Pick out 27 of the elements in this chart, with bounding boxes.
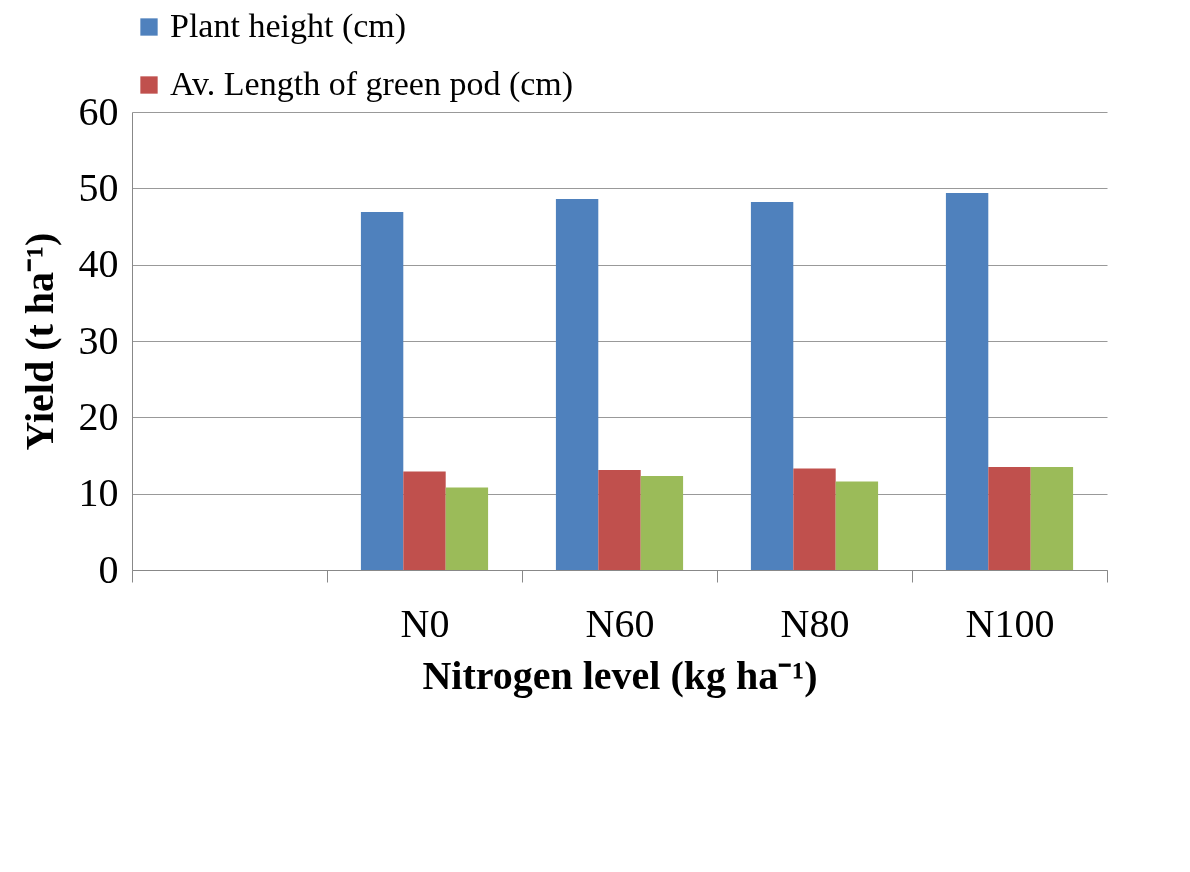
y-tick-label: 0 [98,546,119,592]
bar [403,471,446,570]
bar [598,470,641,570]
x-tick-label: N0 [400,600,450,646]
legend-label: Av. Length of green pod (cm) [170,65,574,103]
legend-label: Plant height (cm) [170,7,407,45]
x-axis-title: Nitrogen level (kg ha⁻¹) [422,652,818,698]
bar [835,481,879,570]
x-tick-label: N100 [965,600,1055,646]
bar [555,199,599,570]
y-tick-label: 20 [78,393,119,439]
bar [360,212,404,570]
y-tick-label: 10 [78,470,119,516]
bar [793,468,836,570]
bar [988,466,1031,570]
y-tick-label: 30 [78,317,119,363]
bar [750,202,794,570]
x-tick-label: N80 [780,600,850,646]
y-tick-label: 40 [78,241,119,287]
bar [445,487,489,570]
y-tick-label: 50 [78,164,119,210]
y-tick-label: 60 [78,88,119,134]
y-axis-title: Yield (t ha⁻¹) [16,232,62,451]
bar [1030,466,1074,570]
bar [945,192,989,570]
bar [640,476,684,570]
x-tick-label: N60 [585,600,655,646]
